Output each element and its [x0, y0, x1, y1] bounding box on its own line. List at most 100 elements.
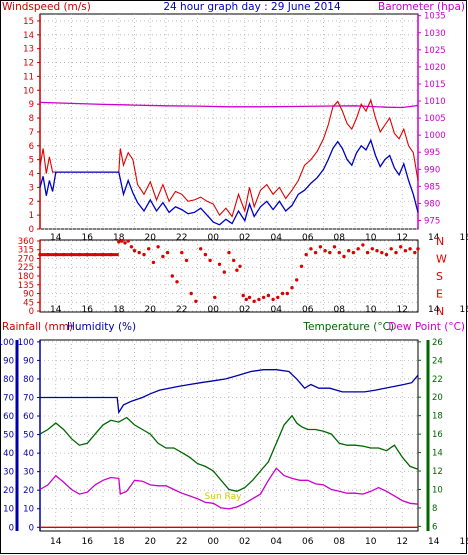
humidity-tick-label: 20 [23, 486, 34, 496]
barometer-tick-label: 1015 [424, 80, 446, 90]
direction-point [184, 258, 189, 263]
direction-point [235, 268, 239, 272]
temperature-tick-label: 10 [432, 485, 443, 495]
temperature-tick-label: 26 [432, 338, 443, 348]
direction-point [208, 258, 212, 263]
temperature-tick-label: 14 [432, 449, 443, 459]
direction-point [380, 250, 384, 255]
time-tick-label: 18 [113, 233, 125, 243]
direction-point [175, 280, 179, 284]
rainfall-axis-label: Rainfall (mm) [2, 321, 73, 333]
direction-point [161, 254, 165, 259]
humidity-tick-label: 60 [23, 412, 34, 422]
temperature-line [39, 414, 419, 492]
barometer-tick-label: 990 [424, 165, 440, 175]
direction-point [194, 299, 198, 303]
rainfall-tick-label: 10 [3, 505, 14, 515]
time-tick-label: 10 [365, 537, 377, 547]
temperature-tick-label: 6 [432, 522, 437, 532]
direction-point [252, 299, 256, 303]
direction-point [304, 252, 308, 257]
temperature-tick-label: 8 [432, 504, 437, 514]
direction-tick-label: 0 [29, 307, 34, 317]
direction-tick-label: 315 [18, 246, 34, 256]
direction-point [375, 249, 379, 253]
time-tick-label: 12 [397, 537, 408, 547]
compass-label: N [436, 305, 444, 318]
barometer-tick-label: 1005 [424, 114, 446, 124]
direction-tick-label: 45 [23, 298, 34, 308]
barometer-tick-label: 1035 [424, 12, 446, 22]
time-tick-label: 20 [145, 305, 157, 315]
direction-point [384, 252, 389, 257]
time-tick-label: 14 [50, 537, 62, 547]
direction-point [403, 249, 408, 253]
direction-point [318, 245, 323, 249]
direction-point [295, 278, 299, 282]
time-tick-label: 16 [460, 305, 468, 315]
direction-point [257, 297, 261, 302]
direction-point [165, 250, 170, 255]
wind-average-line [39, 138, 419, 226]
humidity-axis-label: Humidity (%) [67, 321, 136, 333]
temperature-tick-label: 20 [432, 393, 443, 403]
direction-point [276, 295, 280, 300]
direction-point [151, 260, 156, 265]
temperature-tick-label: 12 [432, 467, 443, 477]
wind-tick-label: 12 [23, 59, 34, 69]
wind-tick-label: 5 [29, 156, 34, 166]
dewpoint-axis-label: Dew Point (°C) [388, 321, 465, 333]
time-tick-label: 06 [302, 233, 314, 243]
humidity-line [40, 369, 419, 415]
humidity-tick-label: 80 [23, 375, 34, 385]
direction-point [199, 247, 203, 251]
direction-point [323, 249, 327, 253]
direction-tick-label: 225 [18, 263, 34, 273]
compass-label: W [436, 252, 447, 265]
direction-point [389, 247, 393, 251]
time-tick-label: 04 [271, 537, 283, 547]
time-tick-label: 00 [208, 305, 220, 315]
barometer-tick-label: 1030 [424, 29, 446, 39]
time-tick-label: 16 [82, 233, 94, 243]
barometer-tick-label: 980 [424, 199, 440, 209]
direction-point [413, 250, 417, 255]
direction-point [126, 239, 130, 243]
humidity-tick-label: 40 [23, 449, 34, 459]
direction-point [332, 245, 337, 249]
direction-tick-label: 270 [18, 254, 34, 264]
humidity-tick-label: 10 [23, 505, 34, 515]
time-tick-label: 14 [428, 537, 440, 547]
time-tick-label: 18 [113, 305, 125, 315]
direction-point [285, 291, 289, 296]
barometer-tick-label: 985 [424, 182, 440, 192]
barometer-line [39, 101, 419, 109]
wind-tick-label: 3 [29, 183, 34, 193]
direction-point [137, 250, 141, 255]
time-tick-label: 20 [145, 233, 157, 243]
temperature-tick-label: 24 [432, 356, 443, 366]
time-tick-label: 22 [176, 537, 187, 547]
humidity-tick-label: 70 [23, 393, 34, 403]
direction-point [365, 250, 370, 255]
time-tick-label: 08 [334, 233, 346, 243]
direction-point [238, 264, 242, 268]
rainfall-tick-label: 80 [3, 375, 14, 385]
time-tick-label: 00 [208, 233, 220, 243]
direction-point [261, 295, 266, 300]
wind-tick-label: 13 [23, 45, 34, 55]
time-tick-label: 00 [208, 537, 220, 547]
direction-point [370, 247, 374, 251]
wind-tick-label: 4 [29, 170, 34, 180]
barometer-axis-label: Barometer (hpa) [378, 1, 465, 13]
chart-title: 24 hour graph day : 29 June 2014 [163, 1, 341, 13]
rainfall-tick-label: 20 [3, 486, 14, 496]
barometer-tick-label: 1025 [424, 46, 446, 56]
direction-point [217, 262, 222, 266]
humidity-tick-label: 90 [23, 356, 34, 366]
direction-point [180, 250, 184, 255]
wind-tick-label: 1 [29, 211, 34, 221]
direction-point [299, 264, 304, 268]
direction-point [241, 293, 245, 298]
